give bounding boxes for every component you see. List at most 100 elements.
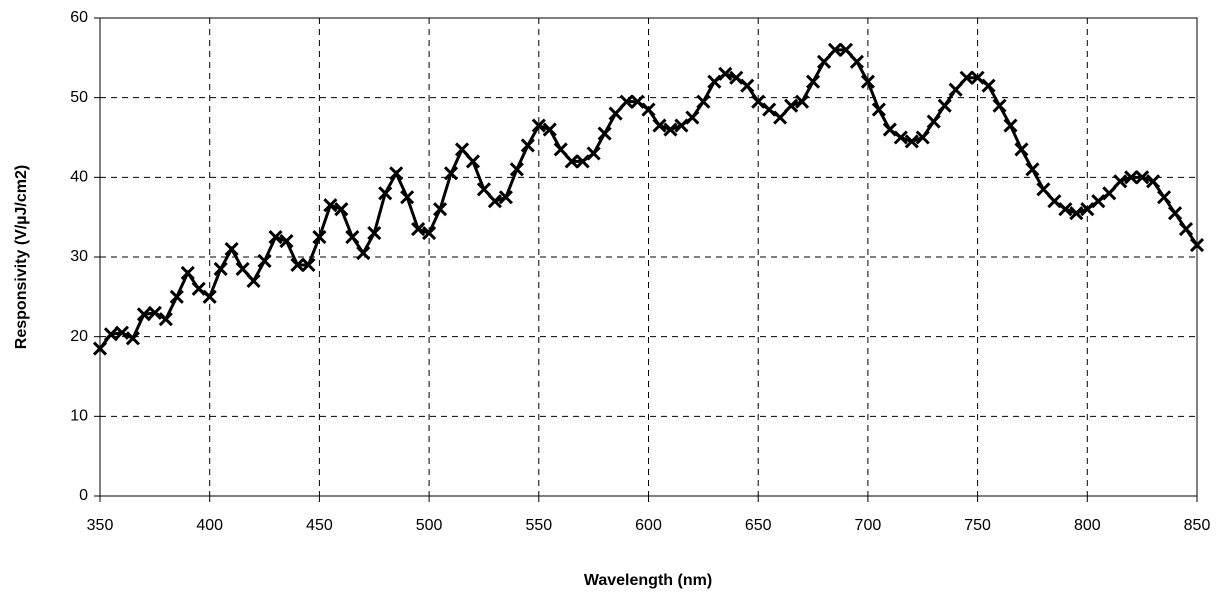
marker [827, 42, 843, 57]
x-tick-label: 850 [1184, 517, 1211, 534]
x-tick-label: 600 [635, 517, 662, 534]
marker [1124, 170, 1139, 185]
marker [454, 142, 470, 157]
marker [1135, 170, 1150, 185]
y-tick-label: 10 [70, 408, 88, 425]
marker [169, 289, 184, 304]
marker [663, 122, 678, 137]
marker [202, 289, 217, 304]
y-axis-title: Responsivity (V/µJ/cm2) [13, 165, 30, 349]
marker [970, 70, 985, 85]
marker [1113, 174, 1128, 189]
marker [674, 118, 689, 133]
marker [411, 222, 426, 237]
marker [707, 74, 722, 89]
marker [213, 261, 228, 277]
x-tick-label: 750 [964, 517, 991, 534]
marker [1080, 202, 1095, 217]
marker [685, 110, 700, 125]
marker [795, 94, 810, 109]
marker [125, 331, 140, 346]
x-tick-label: 400 [196, 517, 223, 534]
marker [751, 94, 766, 109]
marker [729, 70, 744, 85]
marker [323, 198, 338, 213]
marker [1146, 174, 1161, 189]
marker [718, 66, 733, 81]
marker [948, 82, 963, 97]
marker [838, 42, 854, 57]
marker [608, 106, 623, 121]
marker [1157, 190, 1172, 205]
marker [433, 202, 448, 217]
marker [1189, 237, 1205, 253]
marker [367, 226, 382, 241]
y-tick-label: 30 [70, 248, 88, 265]
marker [301, 257, 316, 273]
marker [904, 134, 919, 149]
marker [1003, 118, 1018, 133]
marker [542, 122, 557, 137]
marker [981, 78, 996, 93]
marker [103, 327, 119, 342]
marker [849, 54, 864, 69]
x-axis-title: Wavelength (nm) [584, 572, 712, 589]
plot-frame [99, 17, 1198, 497]
marker [1069, 206, 1084, 221]
y-tick-label: 0 [79, 487, 88, 504]
marker [762, 102, 777, 117]
marker [498, 190, 513, 205]
marker [959, 70, 974, 85]
marker [290, 257, 305, 273]
marker [92, 341, 108, 356]
marker [345, 230, 360, 245]
marker [465, 154, 481, 169]
marker [564, 154, 579, 169]
y-tick-label: 40 [70, 169, 88, 186]
marker [1058, 202, 1073, 217]
marker [224, 241, 239, 257]
marker [246, 273, 261, 288]
x-tick-label: 350 [87, 517, 114, 534]
marker [1178, 222, 1194, 237]
marker [641, 102, 656, 117]
marker [805, 74, 821, 89]
marker [389, 166, 404, 181]
marker [180, 265, 195, 280]
marker [882, 122, 897, 137]
marker [937, 98, 952, 113]
marker [1014, 142, 1029, 157]
marker [619, 94, 634, 109]
marker [356, 245, 371, 261]
marker [235, 261, 250, 277]
marker [1025, 162, 1040, 177]
marker [147, 305, 162, 320]
x-tick-label: 500 [416, 517, 443, 534]
marker [257, 253, 272, 269]
marker [114, 325, 130, 340]
marker [520, 138, 535, 153]
marker [1167, 206, 1183, 221]
marker [476, 182, 492, 197]
marker [400, 190, 415, 205]
marker [784, 98, 799, 113]
marker [740, 78, 755, 93]
marker [422, 226, 437, 241]
marker [773, 110, 788, 125]
y-tick-label: 20 [70, 328, 88, 345]
marker [816, 54, 832, 69]
marker [509, 162, 524, 177]
y-tick-label: 60 [70, 9, 88, 26]
marker [1091, 194, 1106, 209]
marker [992, 98, 1007, 113]
y-tick-label: 50 [70, 89, 88, 106]
marker [893, 130, 908, 145]
marker [575, 154, 590, 169]
marker [487, 194, 502, 209]
marker [191, 281, 206, 296]
marker [926, 114, 941, 129]
marker [378, 186, 393, 201]
marker [586, 146, 601, 161]
marker [158, 312, 173, 327]
marker [871, 102, 886, 117]
